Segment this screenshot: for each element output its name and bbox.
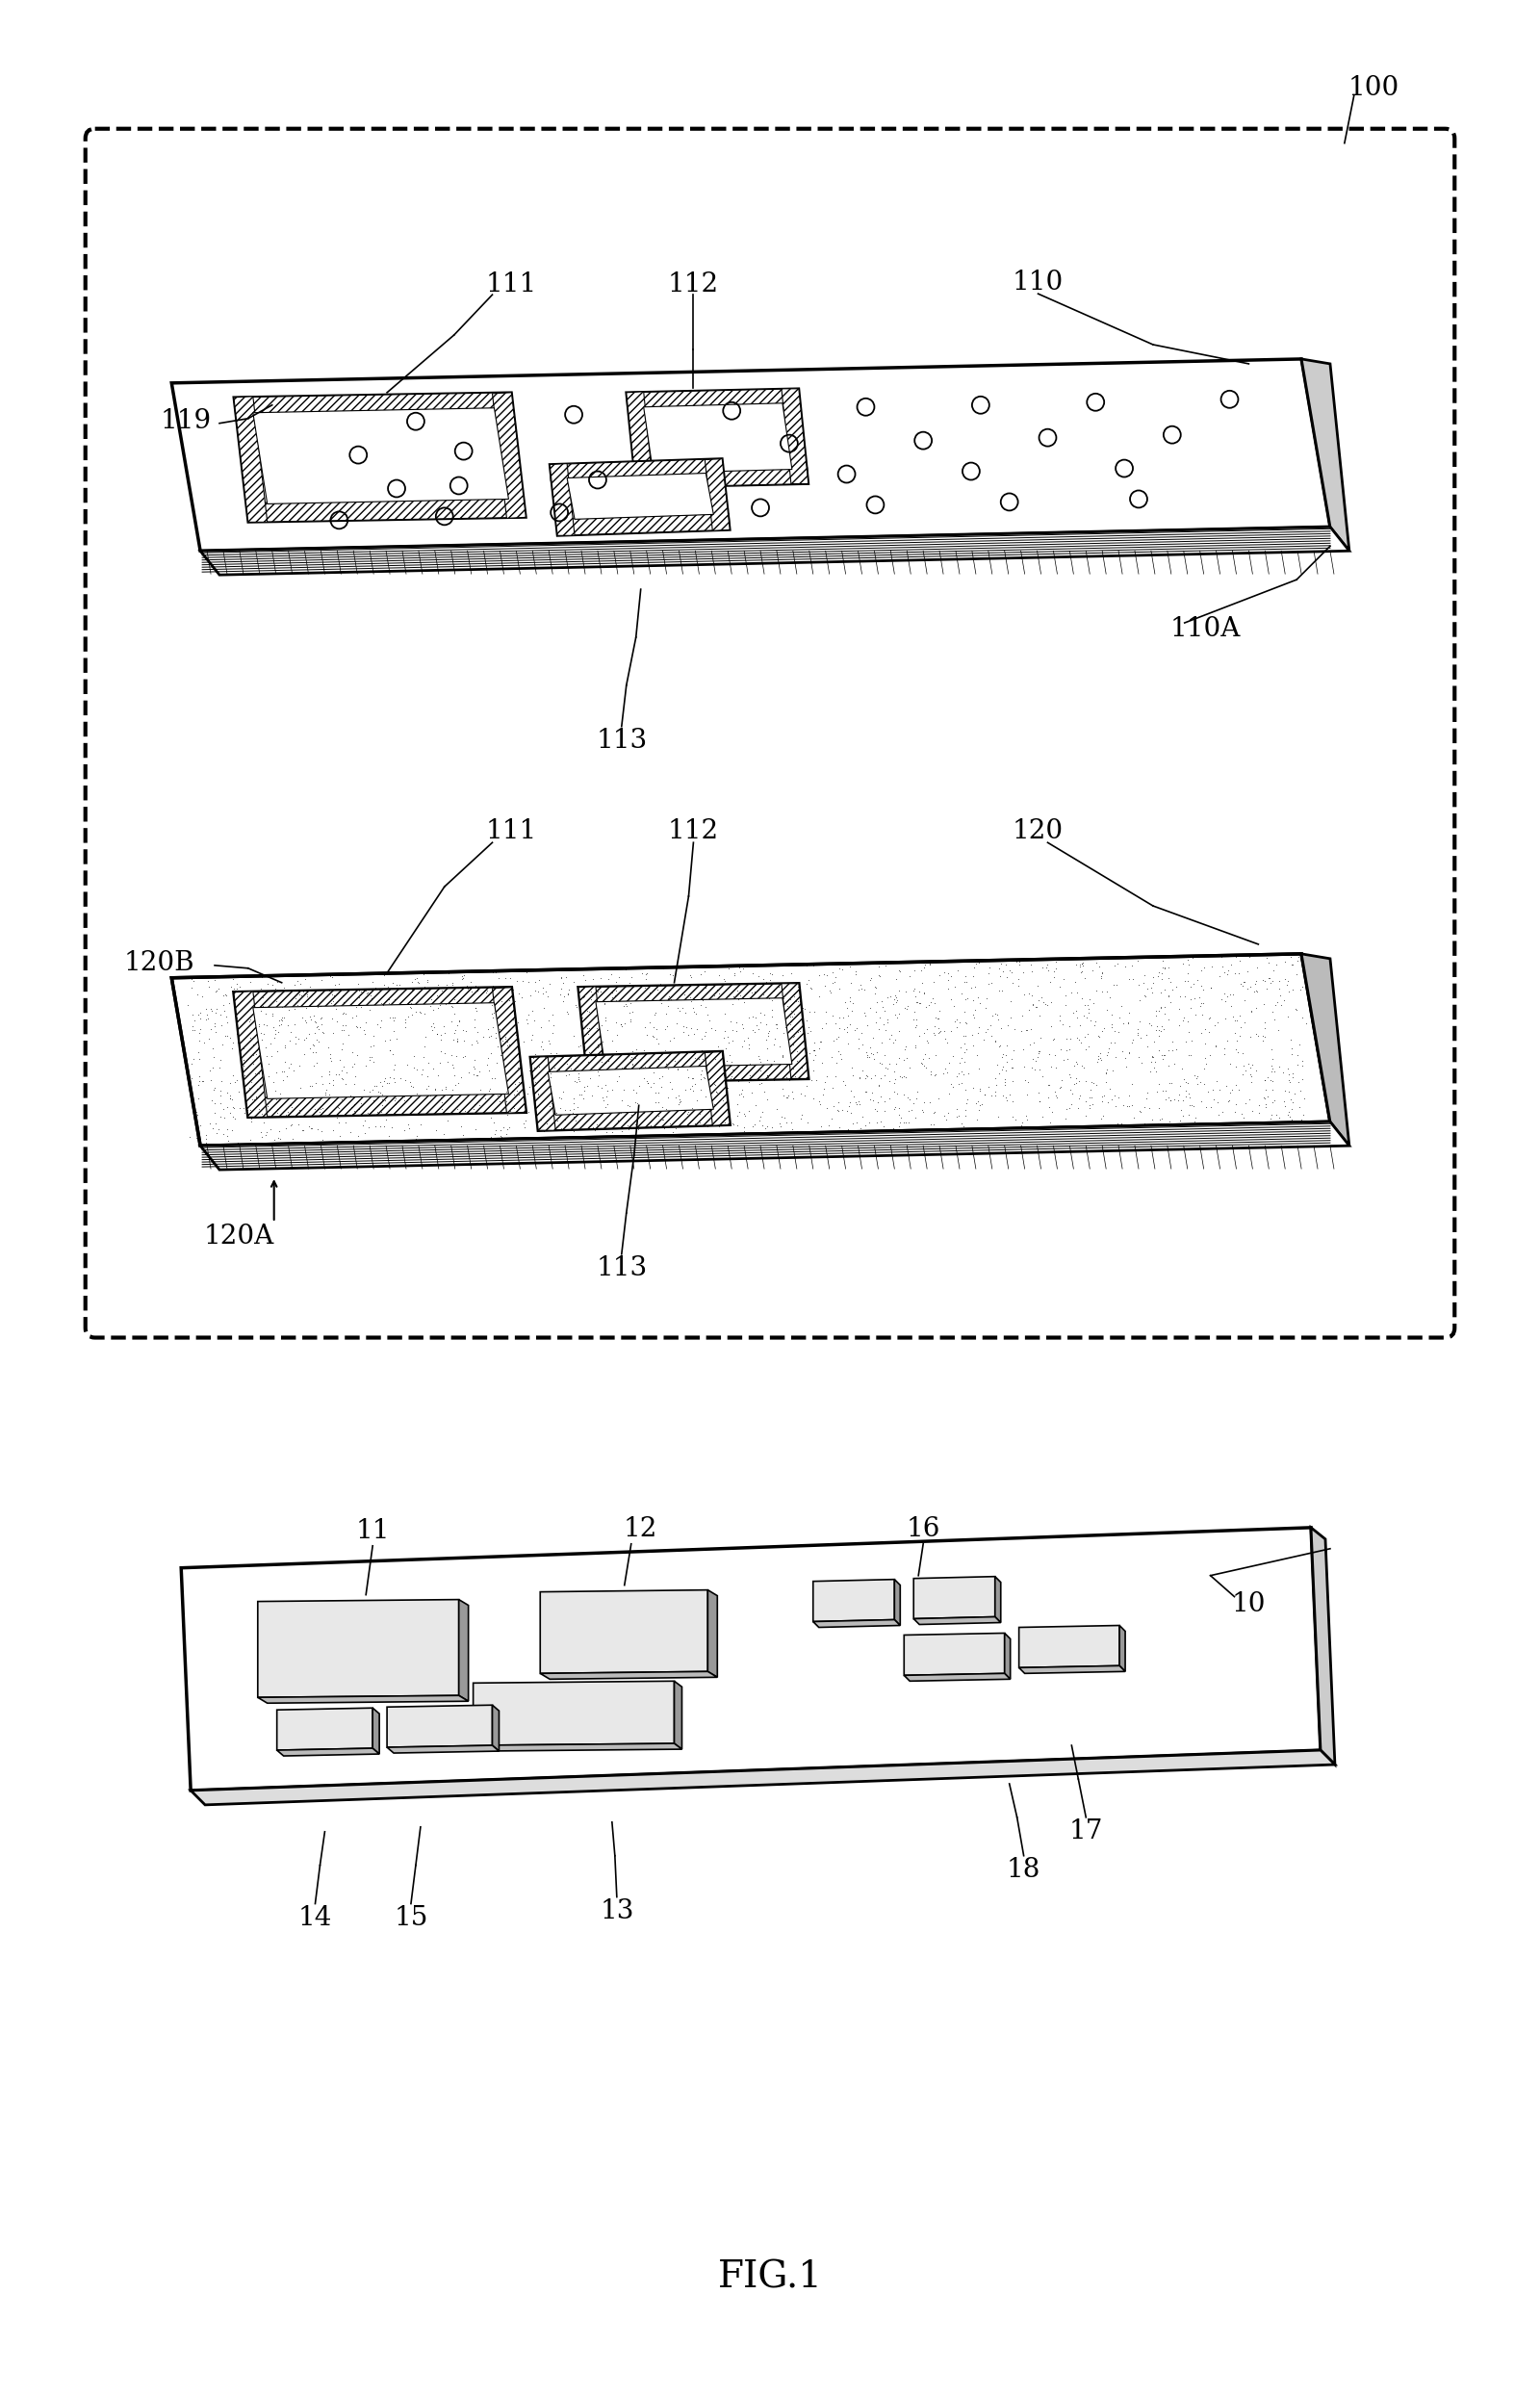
Polygon shape <box>627 391 653 487</box>
Polygon shape <box>531 1052 724 1074</box>
Polygon shape <box>904 1673 1010 1680</box>
Polygon shape <box>550 463 574 535</box>
Polygon shape <box>995 1577 1001 1623</box>
Polygon shape <box>171 954 1331 1146</box>
Text: 18: 18 <box>1007 1858 1041 1884</box>
Text: 11: 11 <box>356 1517 390 1544</box>
Text: 113: 113 <box>596 1256 647 1282</box>
Polygon shape <box>473 1680 675 1745</box>
Polygon shape <box>1019 1625 1120 1668</box>
Polygon shape <box>556 513 730 535</box>
Polygon shape <box>904 1632 1004 1676</box>
Text: 120: 120 <box>1012 817 1064 844</box>
Polygon shape <box>387 1704 493 1747</box>
Polygon shape <box>257 1695 468 1704</box>
Polygon shape <box>675 1680 682 1750</box>
Polygon shape <box>531 1057 556 1131</box>
Polygon shape <box>541 1671 718 1680</box>
Polygon shape <box>493 393 525 518</box>
Polygon shape <box>191 1750 1335 1805</box>
Polygon shape <box>531 1052 730 1131</box>
Polygon shape <box>234 396 268 523</box>
Polygon shape <box>171 360 1331 551</box>
Polygon shape <box>550 458 724 482</box>
Polygon shape <box>644 403 792 472</box>
Polygon shape <box>459 1599 468 1702</box>
Polygon shape <box>1301 360 1349 551</box>
Polygon shape <box>234 992 268 1117</box>
Polygon shape <box>781 983 809 1079</box>
Polygon shape <box>913 1618 1001 1625</box>
Text: 17: 17 <box>1069 1819 1103 1846</box>
Text: 120A: 120A <box>203 1225 274 1249</box>
Polygon shape <box>246 1093 525 1117</box>
Polygon shape <box>234 393 525 523</box>
Polygon shape <box>1311 1527 1335 1764</box>
Polygon shape <box>708 1589 718 1678</box>
Text: 110: 110 <box>1012 268 1064 295</box>
Text: FIG.1: FIG.1 <box>718 2260 822 2296</box>
Polygon shape <box>253 407 508 503</box>
Polygon shape <box>537 1107 730 1131</box>
Polygon shape <box>182 1527 1321 1791</box>
Polygon shape <box>253 1002 508 1098</box>
Polygon shape <box>634 467 808 487</box>
Polygon shape <box>813 1580 895 1623</box>
Polygon shape <box>705 1052 730 1127</box>
Polygon shape <box>200 1122 1349 1170</box>
Polygon shape <box>579 983 799 1004</box>
Polygon shape <box>627 388 799 410</box>
Polygon shape <box>1019 1666 1126 1673</box>
Polygon shape <box>246 499 525 523</box>
Text: 12: 12 <box>624 1517 658 1544</box>
Polygon shape <box>781 388 809 484</box>
Text: 10: 10 <box>1232 1592 1266 1618</box>
Polygon shape <box>1301 954 1349 1146</box>
Text: 110A: 110A <box>1170 616 1241 642</box>
Polygon shape <box>1120 1625 1126 1671</box>
Text: 111: 111 <box>485 271 537 297</box>
Polygon shape <box>548 1067 713 1115</box>
Polygon shape <box>913 1577 995 1618</box>
Polygon shape <box>234 988 525 1117</box>
Text: 13: 13 <box>599 1898 634 1925</box>
Text: 120B: 120B <box>123 952 194 976</box>
Text: 113: 113 <box>596 729 647 753</box>
Polygon shape <box>895 1580 901 1625</box>
Polygon shape <box>579 983 808 1083</box>
Polygon shape <box>234 393 513 417</box>
Text: 119: 119 <box>160 407 211 434</box>
Polygon shape <box>387 1745 499 1752</box>
Polygon shape <box>705 458 730 530</box>
Polygon shape <box>373 1709 379 1755</box>
Polygon shape <box>541 1589 708 1673</box>
Polygon shape <box>813 1620 901 1628</box>
Polygon shape <box>579 988 605 1083</box>
Polygon shape <box>1004 1632 1010 1680</box>
Polygon shape <box>277 1747 379 1757</box>
Text: 112: 112 <box>668 271 719 297</box>
Polygon shape <box>587 1062 808 1083</box>
Text: 14: 14 <box>299 1906 333 1932</box>
Polygon shape <box>550 458 730 535</box>
Text: 111: 111 <box>485 817 537 844</box>
Polygon shape <box>596 997 792 1069</box>
Polygon shape <box>234 988 513 1009</box>
Polygon shape <box>257 1599 459 1697</box>
Text: 16: 16 <box>906 1517 941 1544</box>
Polygon shape <box>473 1743 682 1752</box>
Text: 15: 15 <box>394 1906 428 1932</box>
Polygon shape <box>200 527 1349 575</box>
Polygon shape <box>493 1704 499 1752</box>
Polygon shape <box>493 988 525 1112</box>
Polygon shape <box>627 388 808 487</box>
Polygon shape <box>567 472 713 520</box>
Text: 112: 112 <box>668 817 719 844</box>
Text: 100: 100 <box>1348 74 1398 101</box>
Polygon shape <box>277 1709 373 1750</box>
